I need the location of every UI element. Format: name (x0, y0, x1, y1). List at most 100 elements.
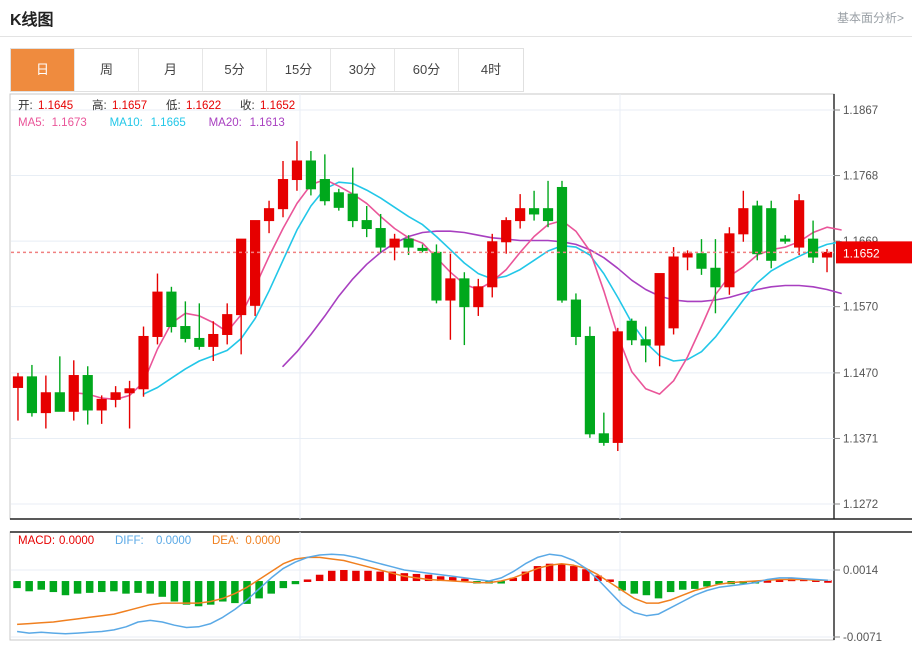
current-price-tag (836, 241, 912, 264)
candlestick[interactable] (54, 356, 65, 412)
candlestick[interactable] (556, 180, 568, 303)
candlestick[interactable] (236, 238, 247, 355)
timeframe-tab-6[interactable]: 60分 (395, 49, 459, 91)
macd-histogram-bar (243, 581, 251, 604)
candlestick[interactable] (487, 233, 498, 298)
candlestick[interactable] (696, 239, 707, 275)
candlestick[interactable] (152, 273, 163, 345)
candlestick[interactable] (194, 303, 205, 350)
candlestick[interactable] (110, 386, 121, 408)
candlestick[interactable] (124, 380, 135, 429)
candlestick[interactable] (347, 167, 358, 228)
macd-histogram-bar (557, 563, 566, 582)
macd-legend-label: DEA: (212, 535, 239, 547)
timeframe-tab-5[interactable]: 30分 (331, 49, 395, 91)
candlestick[interactable] (222, 303, 233, 345)
candlestick[interactable] (459, 272, 470, 346)
candlestick[interactable] (431, 244, 442, 304)
candlestick[interactable] (766, 200, 777, 269)
ma-legend-label: MA10: (110, 117, 143, 129)
candlestick[interactable] (319, 154, 330, 206)
price-legend: 开: 1.1645 高: 1.1657 低: 1.1622 收: 1.1652 MA5: 1.16… (18, 98, 295, 129)
candlestick[interactable] (445, 253, 456, 340)
timeframe-tab-1[interactable]: 周 (75, 49, 139, 91)
macd-histogram-bar (327, 570, 336, 582)
candlestick[interactable] (640, 326, 651, 363)
candlestick[interactable] (82, 366, 93, 425)
candlestick[interactable] (375, 213, 386, 253)
macd-legend-value: 0.0000 (156, 535, 191, 547)
macd-histogram-bar (594, 575, 602, 582)
candlestick[interactable] (208, 321, 219, 361)
price-tick-label: 1.1272 (843, 499, 878, 511)
candlestick[interactable] (180, 301, 191, 343)
candlestick[interactable] (612, 327, 623, 452)
candlestick[interactable] (12, 372, 24, 421)
candlestick[interactable] (626, 318, 637, 346)
candle-body (626, 320, 637, 341)
candlestick[interactable] (668, 247, 679, 335)
candlestick[interactable] (710, 239, 721, 314)
macd-legend-label: MACD: (18, 535, 55, 547)
candlestick[interactable] (738, 190, 749, 242)
macd-histogram-bar (73, 581, 82, 594)
candlestick[interactable] (417, 244, 428, 253)
timeframe-tab-3[interactable]: 5分 (203, 49, 267, 91)
candlestick[interactable] (724, 227, 735, 295)
candlestick[interactable] (598, 412, 609, 446)
candlestick[interactable] (752, 200, 763, 261)
candle-body (487, 241, 498, 288)
candlestick[interactable] (501, 217, 512, 254)
candlestick[interactable] (138, 326, 149, 397)
candlestick[interactable] (794, 194, 805, 256)
candlestick[interactable] (277, 160, 289, 218)
candlestick[interactable] (654, 273, 665, 367)
candlestick[interactable] (389, 233, 400, 261)
candlestick[interactable] (780, 235, 791, 244)
price-tick-label: 1.1570 (843, 302, 878, 314)
ma-legend-label: MA5: (18, 117, 45, 129)
macd-histogram-bar (194, 581, 203, 607)
candlestick[interactable] (166, 286, 177, 333)
macd-histogram-bar (279, 581, 288, 589)
timeframe-tab-2[interactable]: 月 (139, 49, 203, 91)
candle-body (696, 253, 707, 269)
macd-histogram-bar (182, 581, 191, 605)
timeframe-tab-label: 日 (35, 62, 49, 77)
timeframe-tab-7[interactable]: 4时 (459, 49, 523, 91)
candlestick[interactable] (473, 278, 484, 316)
macd-histogram-bar (267, 581, 275, 594)
macd-histogram-bar (206, 581, 215, 605)
fundamental-analysis-link[interactable]: 基本面分析> (836, 11, 904, 25)
candlestick[interactable] (515, 194, 526, 229)
candle-body (194, 337, 205, 347)
candlestick[interactable] (584, 326, 595, 438)
candlestick[interactable] (68, 360, 79, 421)
candlestick[interactable] (291, 141, 303, 191)
candlestick[interactable] (305, 151, 317, 196)
macd-histogram-bar (352, 570, 360, 582)
candlestick[interactable] (528, 190, 540, 221)
candlestick[interactable] (96, 395, 107, 424)
timeframe-tab-4[interactable]: 15分 (267, 49, 331, 91)
candlestick[interactable] (570, 293, 582, 346)
candlestick[interactable] (40, 375, 51, 429)
kline-chart-svg[interactable]: 1.18671.17681.16691.15701.14701.13711.12… (0, 92, 912, 646)
macd-histogram-bar (400, 573, 409, 582)
candlestick[interactable] (807, 220, 819, 263)
page-title: K线图 (10, 12, 54, 29)
timeframe-tab-0[interactable]: 日 (11, 49, 75, 91)
candle-body (361, 220, 372, 230)
candlestick[interactable] (26, 364, 38, 417)
macd-histogram-bar (291, 581, 300, 585)
candlestick[interactable] (250, 220, 261, 316)
candlestick[interactable] (542, 180, 554, 228)
candlestick[interactable] (263, 200, 275, 234)
candlestick[interactable] (682, 250, 693, 271)
candlestick[interactable] (333, 188, 344, 211)
candle-body (403, 238, 414, 248)
kline-chart-container[interactable]: 1.18671.17681.16691.15701.14701.13711.12… (0, 92, 912, 646)
macd-legend-value: 0.0000 (59, 535, 94, 547)
candlestick[interactable] (361, 206, 372, 238)
candle-body (319, 179, 330, 202)
